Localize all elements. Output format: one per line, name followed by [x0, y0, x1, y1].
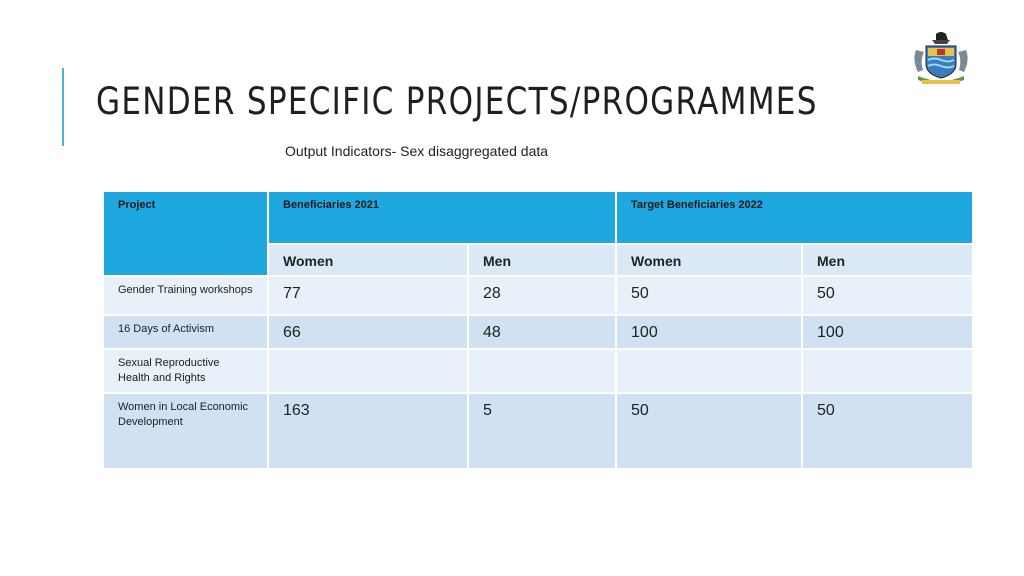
table-row: Sexual Reproductive Health and Rights [102, 348, 975, 394]
women-2022-value [615, 348, 804, 394]
men-2022-value: 50 [801, 392, 975, 470]
project-name: Women in Local Economic Development [102, 392, 269, 470]
men-2021-value [466, 348, 618, 394]
women-2021-value: 163 [267, 392, 469, 470]
header-beneficiaries-2021: Beneficiaries 2021 [266, 190, 618, 245]
slide-subtitle: Output Indicators- Sex disaggregated dat… [285, 143, 549, 159]
women-2021-value: 66 [267, 314, 469, 350]
slide-title: GENDER SPECIFIC PROJECTS/PROGRAMMES [96, 80, 818, 123]
project-name: 16 Days of Activism [102, 314, 269, 350]
table-row: Gender Training workshops 77 28 50 50 [102, 275, 975, 316]
subheader-men-2022: Men [801, 243, 975, 277]
subheader-men-2021: Men [466, 243, 618, 277]
men-2021-value: 48 [466, 314, 618, 350]
subheader-women-2022: Women [615, 243, 804, 277]
men-2021-value: 28 [466, 275, 618, 316]
header-project: Project [102, 190, 269, 277]
project-name: Sexual Reproductive Health and Rights [102, 348, 269, 394]
title-accent-bar [62, 68, 64, 146]
table-row: Women in Local Economic Development 163 … [102, 392, 975, 470]
women-2021-value: 77 [267, 275, 469, 316]
men-2021-value: 5 [466, 392, 618, 470]
men-2022-value: 50 [801, 275, 975, 316]
women-2022-value: 50 [615, 392, 804, 470]
men-2022-value: 100 [801, 314, 975, 350]
women-2021-value [267, 348, 469, 394]
header-target-beneficiaries-2022: Target Beneficiaries 2022 [615, 190, 975, 245]
subheader-women-2021: Women [267, 243, 469, 277]
project-name: Gender Training workshops [102, 275, 269, 316]
men-2022-value [801, 348, 975, 394]
coat-of-arms-emblem-icon [914, 32, 968, 84]
projects-table: Project Beneficiaries 2021 Target Benefi… [102, 190, 975, 470]
table-row: 16 Days of Activism 66 48 100 100 [102, 314, 975, 350]
women-2022-value: 50 [615, 275, 804, 316]
women-2022-value: 100 [615, 314, 804, 350]
